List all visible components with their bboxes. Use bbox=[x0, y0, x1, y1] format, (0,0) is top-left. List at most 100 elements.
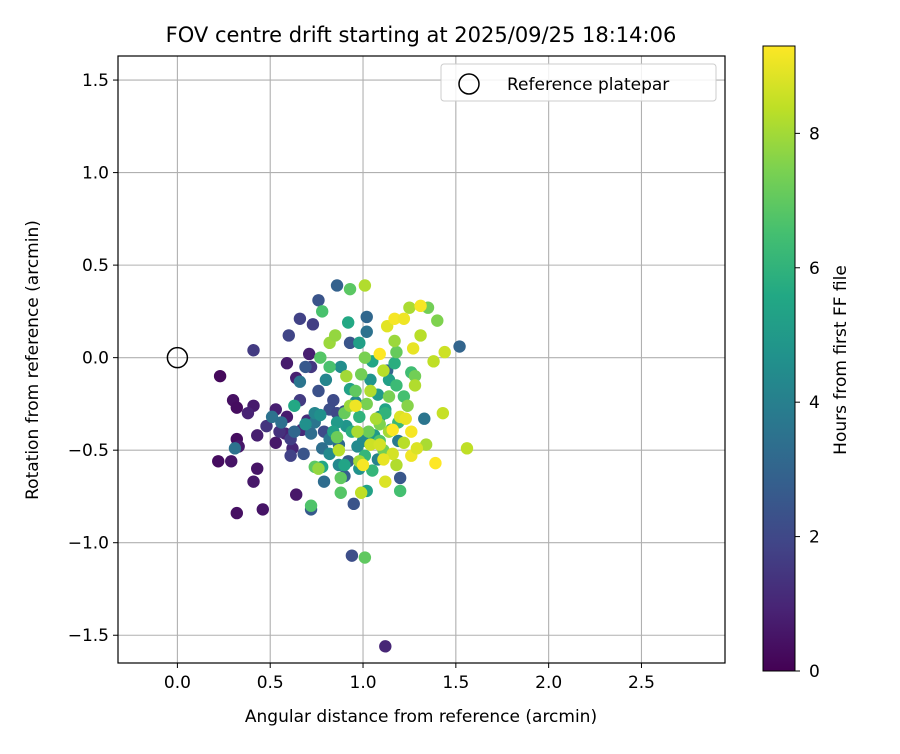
data-point bbox=[414, 329, 427, 342]
data-point bbox=[315, 305, 329, 318]
data-point bbox=[228, 442, 242, 455]
x-tick-label: 0.0 bbox=[164, 673, 191, 693]
data-point bbox=[225, 455, 238, 468]
x-tick-label: 0.5 bbox=[257, 673, 284, 693]
data-points bbox=[212, 279, 474, 653]
data-point bbox=[269, 436, 282, 449]
data-point bbox=[290, 488, 303, 501]
data-point bbox=[256, 503, 269, 516]
data-point bbox=[230, 401, 244, 414]
data-point bbox=[345, 549, 359, 562]
x-tick-label: 2.5 bbox=[628, 673, 655, 693]
x-axis-label: Angular distance from reference (arcmin) bbox=[245, 707, 597, 727]
data-point bbox=[351, 440, 364, 453]
data-point bbox=[356, 458, 370, 472]
y-tick-label: 0.5 bbox=[82, 256, 109, 276]
data-point bbox=[364, 438, 377, 451]
y-tick-label: 1.0 bbox=[82, 164, 109, 184]
data-point bbox=[431, 314, 444, 327]
colorbar-tick-label: 6 bbox=[809, 259, 820, 279]
data-point bbox=[343, 282, 357, 296]
data-point bbox=[323, 360, 336, 374]
colorbar-tick-label: 0 bbox=[809, 662, 820, 682]
data-point bbox=[401, 399, 414, 412]
data-point bbox=[328, 329, 342, 342]
data-point bbox=[410, 442, 424, 455]
data-point bbox=[386, 447, 399, 461]
colorbar-gradient bbox=[762, 45, 796, 672]
y-tick-label: −1.5 bbox=[68, 626, 109, 646]
data-point bbox=[306, 318, 320, 331]
data-point bbox=[319, 373, 333, 387]
data-point bbox=[304, 427, 318, 440]
data-point bbox=[438, 345, 451, 359]
data-point bbox=[360, 325, 373, 338]
y-axis-label: Rotation from reference (arcmin) bbox=[23, 220, 43, 500]
data-point bbox=[341, 316, 355, 329]
data-point bbox=[393, 471, 407, 485]
y-tick-label: −0.5 bbox=[68, 441, 109, 461]
x-tick-label: 1.5 bbox=[442, 673, 469, 693]
data-point bbox=[312, 294, 325, 307]
data-point bbox=[354, 368, 368, 381]
data-point bbox=[377, 453, 390, 466]
y-axis: 1.5 1.0 0.5 0.0 −0.5 −1.0 −1.5 bbox=[68, 71, 118, 646]
data-point bbox=[388, 312, 401, 325]
colorbar-tick-label: 2 bbox=[809, 528, 820, 548]
y-tick-label: 1.5 bbox=[82, 71, 109, 91]
data-point bbox=[366, 464, 379, 477]
data-point bbox=[251, 462, 264, 475]
data-point bbox=[351, 425, 364, 438]
data-point bbox=[379, 406, 392, 420]
data-point bbox=[247, 344, 260, 357]
data-point bbox=[354, 486, 368, 499]
reference-platepar-marker bbox=[166, 346, 189, 369]
data-point bbox=[334, 471, 347, 485]
data-point bbox=[369, 412, 383, 425]
data-point bbox=[299, 418, 312, 431]
data-point bbox=[347, 497, 360, 511]
data-point bbox=[388, 357, 401, 370]
data-point bbox=[317, 475, 331, 488]
data-point bbox=[282, 329, 295, 342]
data-point bbox=[288, 425, 301, 438]
data-point bbox=[241, 406, 255, 420]
colorbar: 0 2 4 6 8 Hours from first FF file bbox=[762, 45, 851, 682]
data-point bbox=[399, 412, 412, 425]
data-point bbox=[314, 408, 327, 422]
data-point bbox=[349, 384, 362, 398]
data-point bbox=[304, 499, 318, 512]
data-point bbox=[299, 360, 312, 374]
data-point bbox=[364, 384, 377, 398]
chart-title: FOV centre drift starting at 2025/09/25 … bbox=[166, 23, 677, 47]
data-point bbox=[429, 456, 442, 470]
x-tick-label: 1.0 bbox=[350, 673, 377, 693]
data-point bbox=[397, 312, 411, 325]
data-point bbox=[334, 486, 347, 499]
data-point bbox=[406, 342, 420, 355]
data-point bbox=[393, 484, 407, 498]
data-point bbox=[382, 390, 396, 403]
data-point bbox=[340, 369, 353, 383]
data-point bbox=[330, 431, 344, 444]
data-point bbox=[405, 425, 418, 438]
data-point bbox=[358, 551, 372, 564]
data-point bbox=[273, 425, 286, 438]
data-point bbox=[386, 423, 399, 437]
data-point bbox=[327, 394, 340, 407]
data-point bbox=[314, 351, 327, 364]
data-point bbox=[293, 312, 307, 325]
legend-marker-icon bbox=[458, 73, 480, 95]
legend-box bbox=[440, 63, 717, 102]
legend-label: Reference platepar bbox=[507, 75, 669, 95]
data-point bbox=[364, 373, 377, 387]
data-point bbox=[213, 369, 227, 383]
data-point bbox=[332, 443, 346, 457]
data-point bbox=[379, 640, 392, 653]
data-point bbox=[397, 436, 411, 449]
data-point bbox=[280, 357, 294, 370]
data-point bbox=[373, 438, 386, 451]
data-point bbox=[334, 360, 347, 374]
data-point bbox=[312, 462, 325, 475]
